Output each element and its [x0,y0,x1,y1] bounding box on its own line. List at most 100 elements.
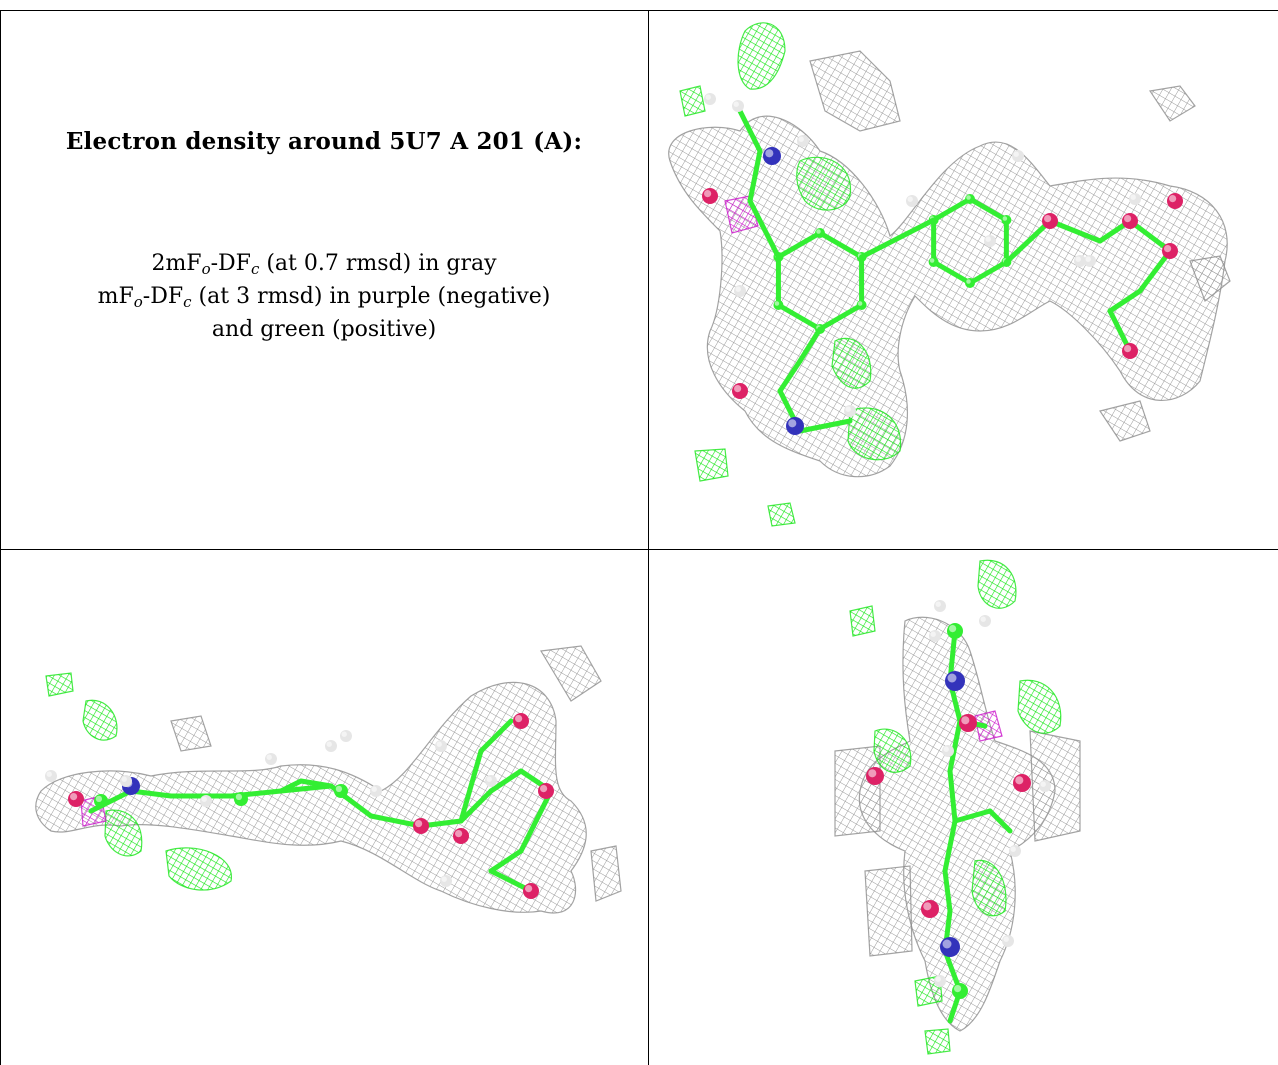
bond-stick [947,718,963,774]
density-2fofc-mesh [809,50,901,132]
oxygen-atom-highlight [540,785,548,793]
hydrogen-atom-highlight [798,136,804,142]
hydrogen-atom-highlight [266,754,272,760]
bond-stick [817,230,865,260]
legend-text: -DF [142,284,184,309]
bond-stick [859,217,937,260]
oxygen-atom-highlight [415,820,423,828]
bond-stick [88,788,134,814]
density-2fofc-mesh [834,745,881,837]
bond-stick [478,718,514,754]
density-positive-mesh [737,22,786,90]
density-positive-mesh [694,448,729,482]
bond-stick [368,813,424,829]
density-2fofc-mesh [540,645,602,702]
bond-stick [967,196,1009,223]
hydrogen-atom-highlight [935,976,941,982]
bond-stick [947,768,958,824]
legend-line-fofc: mFo-DFc (at 3 rmsd) in purple (negative) [1,280,647,313]
table-row-divider [0,549,1278,550]
legend-text: (at 0.7 rmsd) in gray [259,251,497,276]
oxygen-atom-highlight [525,885,533,893]
oxygen-atom-highlight [734,385,742,393]
legend-subscript: c [183,293,192,311]
bond-stick [797,418,853,434]
legend-text: mF [97,284,134,309]
bond-stick [777,358,803,394]
bond-stick [1003,218,1053,265]
nitrogen-atom-highlight [947,673,957,683]
hydrogen-atom-highlight [907,196,913,202]
carbon-atom-highlight [966,279,971,284]
carbon-atom-highlight [1002,216,1008,221]
bond-stick [747,148,763,204]
oxygen-atom-highlight [868,769,877,778]
oxygen-atom-highlight [515,715,523,723]
bond-stick [278,778,304,794]
molecule-view-end [650,551,1278,1065]
bond-stick [488,848,524,874]
density-negative-mesh [974,710,1003,742]
bond-stick [931,196,973,223]
bond-stick [737,108,763,154]
bond-stick [797,326,823,364]
table-left-border [0,10,1,1065]
density-positive-mesh [831,337,872,389]
hydrogen-atom-highlight [930,631,936,637]
density-2fofc-mesh [864,865,913,957]
density-2fofc-mesh [1099,400,1151,442]
bond-stick [518,788,554,854]
oxygen-atom-highlight [1015,776,1024,785]
density-positive-mesh [924,1028,951,1055]
bond-stick [952,808,993,824]
bond-stick [1137,248,1173,294]
hydrogen-atom-highlight [46,771,52,777]
map-legend: 2mFo-DFc (at 0.7 rmsd) in gray mFo-DFc (… [1,247,647,346]
density-positive-mesh [679,85,706,117]
density-positive-mesh [849,605,876,637]
description-cell: Electron density around 5U7 A 201 (A): 2… [1,11,647,548]
hydrogen-atom-highlight [980,616,986,622]
density-positive-mesh [82,699,118,741]
nitrogen-atom-highlight [765,149,774,158]
hydrogen-atom-highlight [935,601,941,607]
density-2fofc-mesh [590,845,622,902]
bond-stick [775,302,823,332]
oxygen-atom-highlight [70,793,78,801]
table-top-border [0,10,1278,11]
hydrogen-atom-highlight [733,101,739,107]
density-2fofc-mesh [668,115,1228,478]
electron-density-molecule-view-icon [35,645,622,914]
hydrogen-atom-highlight [845,406,851,412]
hydrogen-atom-highlight [441,876,447,882]
oxygen-atom-highlight [1169,195,1177,203]
hydrogen-atom-highlight [341,731,347,737]
hydrogen-atom-highlight [1085,256,1091,262]
bond-stick [458,788,494,824]
density-2fofc-mesh [35,681,587,914]
density-positive-mesh [847,407,902,461]
oxygen-atom-highlight [1164,245,1172,253]
hydrogen-atom-highlight [371,786,377,792]
legend-subscript: c [250,260,260,278]
carbon-atom-highlight [774,301,780,306]
legend-subscript: o [201,260,211,278]
bond-stick [298,778,334,789]
bond-stick [987,808,1013,834]
oxygen-atom-highlight [455,830,463,838]
bond-stick [747,198,781,260]
density-2fofc-mesh [1189,255,1231,302]
molecule-view-side [1,551,647,1065]
density-2fofc-mesh [1148,85,1196,122]
legend-subscript: o [133,293,143,311]
density-positive-mesh [767,502,796,527]
hydrogen-atom-highlight [1010,846,1016,852]
bond-stick [942,818,958,874]
nitrogen-atom-highlight [942,939,952,949]
density-positive-mesh [977,559,1017,609]
hydrogen-atom-highlight [985,236,991,242]
carbon-atom-highlight [966,195,971,200]
electron-density-molecule-view-icon [820,559,1120,1055]
bond-stick [942,868,953,914]
carbon-atom-highlight [235,793,243,801]
